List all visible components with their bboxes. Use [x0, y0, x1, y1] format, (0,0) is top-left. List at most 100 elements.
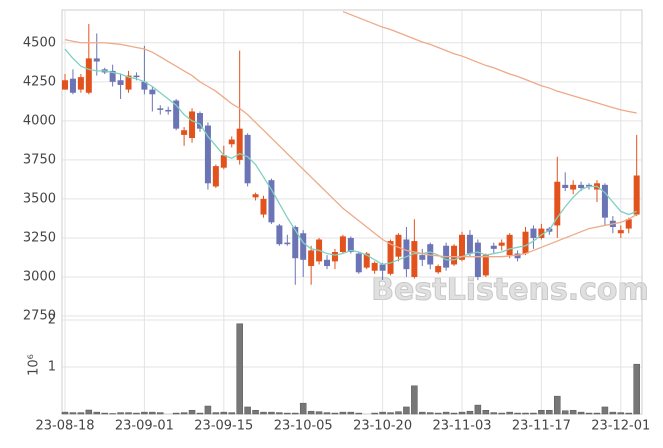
volume-bar — [118, 413, 124, 414]
volume-bar — [276, 413, 282, 414]
candle-body — [388, 241, 394, 274]
volume-bar — [530, 413, 536, 414]
y-tick-label: 3500 — [23, 191, 56, 206]
watermark: BestListens.com — [371, 273, 649, 308]
volume-bar — [213, 413, 219, 414]
volume-bar — [126, 413, 132, 414]
x-tick-label: 23-10-05 — [274, 419, 333, 434]
x-tick-label: 23-09-15 — [194, 419, 253, 434]
volume-bar — [149, 412, 155, 414]
volume-bar — [467, 411, 473, 414]
volume-bar — [380, 412, 386, 414]
volume-bar — [459, 412, 465, 414]
y-tick-label: 4250 — [23, 74, 56, 89]
volume-bar — [523, 413, 529, 414]
volume-bar — [284, 413, 290, 414]
volume-bar — [133, 413, 139, 414]
volume-bar — [316, 412, 322, 414]
volume-bar — [395, 412, 401, 414]
volume-bar — [229, 413, 235, 414]
x-tick-label: 23-12-01 — [591, 419, 650, 434]
volume-bar — [102, 413, 108, 414]
candle-body — [221, 155, 227, 167]
volume-bar — [626, 413, 632, 414]
candle-body — [475, 243, 481, 277]
candle-body — [86, 58, 92, 92]
candle-body — [467, 235, 473, 254]
candle-body — [308, 250, 314, 266]
y-tick-label: 3000 — [23, 269, 56, 284]
candle-body — [70, 79, 76, 93]
volume-bar — [515, 413, 521, 414]
candle-body — [78, 77, 84, 89]
candle-body — [578, 185, 584, 188]
volume-bar — [268, 412, 274, 414]
volume-bar — [554, 396, 560, 414]
candle-body — [554, 182, 560, 226]
candle-body — [602, 185, 608, 218]
volume-bar — [237, 324, 243, 414]
volume-bar — [634, 364, 640, 414]
candle-body — [94, 58, 100, 61]
candle-body — [332, 252, 338, 261]
volume-bar — [586, 413, 592, 414]
candle-body — [181, 130, 187, 135]
volume-bar — [78, 413, 84, 414]
moving-average-line — [65, 40, 637, 257]
candle-body — [483, 255, 489, 275]
volume-bar — [419, 412, 425, 414]
candle-body — [570, 185, 576, 190]
volume-bar — [86, 410, 92, 414]
volume-bar — [205, 406, 211, 414]
volume-bar — [388, 413, 394, 414]
volume-bar — [253, 410, 259, 414]
volume-bar — [435, 413, 441, 414]
candle-body — [562, 185, 568, 188]
volume-bar — [189, 410, 195, 414]
volume-bar — [332, 413, 338, 414]
candle-body — [300, 233, 306, 260]
candle-body — [157, 108, 163, 110]
volume-bar — [538, 410, 544, 414]
candle-body — [395, 235, 401, 257]
price-panel — [62, 12, 640, 285]
volume-bar — [348, 412, 354, 414]
candle-body — [618, 230, 624, 233]
volume-tick-label: 1 — [48, 359, 56, 374]
candle-body — [499, 243, 505, 246]
volume-bar — [292, 413, 298, 414]
volume-bar — [594, 413, 600, 414]
candle-body — [380, 264, 386, 270]
volume-bar — [70, 413, 76, 414]
moving-average-line — [343, 12, 637, 113]
candle-body — [523, 232, 529, 254]
volume-bar — [308, 411, 314, 414]
candle-body — [530, 229, 536, 238]
volume-bar — [443, 412, 449, 414]
y-tick-label: 4500 — [23, 35, 56, 50]
y-tick-label: 3750 — [23, 152, 56, 167]
volume-bar — [157, 413, 163, 414]
candle-body — [451, 246, 457, 265]
volume-bar — [546, 410, 552, 414]
y-tick-label: 4000 — [23, 113, 56, 128]
x-tick-label: 23-10-20 — [353, 419, 412, 434]
x-tick-label: 23-11-03 — [432, 419, 491, 434]
y-tick-label: 3250 — [23, 230, 56, 245]
volume-bar — [451, 413, 457, 414]
volume-bar — [491, 413, 497, 414]
volume-bar — [181, 413, 187, 414]
candle-body — [276, 225, 282, 244]
candle-body — [403, 240, 409, 270]
volume-bar — [300, 403, 306, 414]
volume-bar — [141, 412, 147, 414]
volume-bar — [173, 413, 179, 414]
volume-bar — [403, 407, 409, 414]
volume-bar — [618, 413, 624, 414]
volume-bar — [324, 413, 330, 414]
volume-bar — [62, 412, 68, 414]
volume-bar — [610, 412, 616, 414]
candle-body — [149, 90, 155, 95]
